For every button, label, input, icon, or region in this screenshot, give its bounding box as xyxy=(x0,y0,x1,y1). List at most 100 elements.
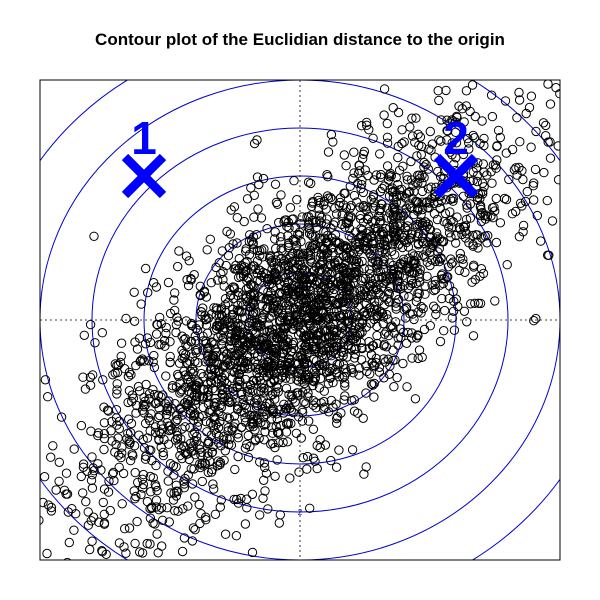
scatter-point xyxy=(63,507,74,517)
scatter-point xyxy=(213,422,224,433)
scatter-point xyxy=(302,342,312,352)
scatter-point xyxy=(201,320,212,330)
scatter-point xyxy=(539,167,549,178)
scatter-point xyxy=(189,390,199,401)
scatter-point xyxy=(56,412,67,422)
scatter-point xyxy=(283,334,293,344)
scatter-point xyxy=(236,297,247,307)
scatter-point xyxy=(182,399,192,410)
scatter-point xyxy=(404,292,414,302)
scatter-point xyxy=(410,137,420,148)
scatter-point xyxy=(88,370,98,380)
scatter-point xyxy=(462,203,472,213)
scatter-point xyxy=(118,468,129,479)
scatter-point xyxy=(209,398,219,408)
scatter-point xyxy=(54,476,64,486)
scatter-point xyxy=(302,451,313,462)
scatter-point xyxy=(382,132,393,143)
scatter-point xyxy=(405,281,416,291)
scatter-point xyxy=(142,538,152,549)
scatter-point xyxy=(346,212,356,222)
scatter-point xyxy=(433,254,443,264)
scatter-point xyxy=(285,203,296,213)
scatter-point xyxy=(150,519,160,529)
scatter-point xyxy=(67,504,77,514)
scatter-point xyxy=(275,510,285,520)
scatter-point xyxy=(297,212,307,222)
scatter-point xyxy=(294,230,304,240)
scatter-point xyxy=(440,208,451,219)
scatter-point xyxy=(289,324,299,335)
scatter-point xyxy=(369,392,379,402)
scatter-point xyxy=(216,375,227,385)
scatter-point xyxy=(241,292,252,302)
scatter-point xyxy=(149,278,159,288)
scatter-point xyxy=(246,264,256,274)
scatter-point xyxy=(280,340,290,350)
scatter-point xyxy=(551,83,560,93)
scatter-point xyxy=(308,293,318,303)
scatter-point xyxy=(450,127,461,138)
scatter-point xyxy=(240,357,251,368)
scatter-point xyxy=(88,512,99,522)
scatter-point xyxy=(408,180,418,191)
scatter-point xyxy=(407,113,417,123)
scatter-point xyxy=(279,217,289,227)
scatter-point xyxy=(358,187,368,198)
scatter-point xyxy=(226,348,237,358)
scatter-point xyxy=(460,267,470,277)
scatter-point xyxy=(177,546,188,557)
scatter-point xyxy=(267,311,277,321)
scatter-point xyxy=(310,217,321,228)
scatter-point xyxy=(340,381,350,391)
marker-x-stroke xyxy=(433,153,479,199)
scatter-point xyxy=(99,418,110,428)
scatter-point xyxy=(222,412,233,422)
scatter-point xyxy=(42,548,52,559)
scatter-point xyxy=(553,141,560,151)
scatter-point xyxy=(151,502,162,512)
scatter-point xyxy=(83,507,93,517)
scatter-point xyxy=(268,307,278,317)
scatter-point xyxy=(270,234,280,244)
scatter-point xyxy=(526,142,536,152)
scatter-point xyxy=(278,437,288,448)
scatter-point xyxy=(223,250,234,261)
scatter-point xyxy=(145,539,155,549)
scatter-point xyxy=(422,271,432,281)
scatter-point xyxy=(259,383,269,394)
scatter-point xyxy=(140,454,151,464)
scatter-point xyxy=(386,283,396,293)
scatter-point xyxy=(220,360,231,370)
scatter-point xyxy=(125,437,135,448)
marker-2: 2 xyxy=(433,112,479,199)
scatter-point xyxy=(128,451,138,461)
scatter-point xyxy=(209,401,219,411)
scatter-point xyxy=(286,283,296,293)
scatter-point xyxy=(458,259,468,269)
scatter-point xyxy=(338,275,348,285)
scatter-point xyxy=(379,329,390,339)
scatter-point xyxy=(504,174,514,185)
scatter-point xyxy=(303,388,313,398)
scatter-point xyxy=(441,85,451,96)
scatter-point xyxy=(564,168,572,176)
scatter-point xyxy=(334,245,344,256)
scatter-point xyxy=(379,254,389,264)
scatter-point xyxy=(213,275,223,285)
scatter-point xyxy=(415,264,425,275)
scatter-point xyxy=(78,462,89,472)
scatter-point xyxy=(308,240,318,251)
scatter-point xyxy=(196,368,207,379)
scatter-point xyxy=(257,378,267,388)
scatter-point xyxy=(222,313,232,324)
scatter-point xyxy=(270,353,281,364)
scatter-point xyxy=(323,193,334,203)
scatter-point xyxy=(249,212,259,222)
scatter-point xyxy=(313,306,323,316)
scatter-point xyxy=(264,291,274,301)
scatter-point xyxy=(275,289,285,299)
scatter-point xyxy=(247,547,258,558)
scatter-point xyxy=(191,392,202,402)
scatter-point xyxy=(214,431,224,442)
